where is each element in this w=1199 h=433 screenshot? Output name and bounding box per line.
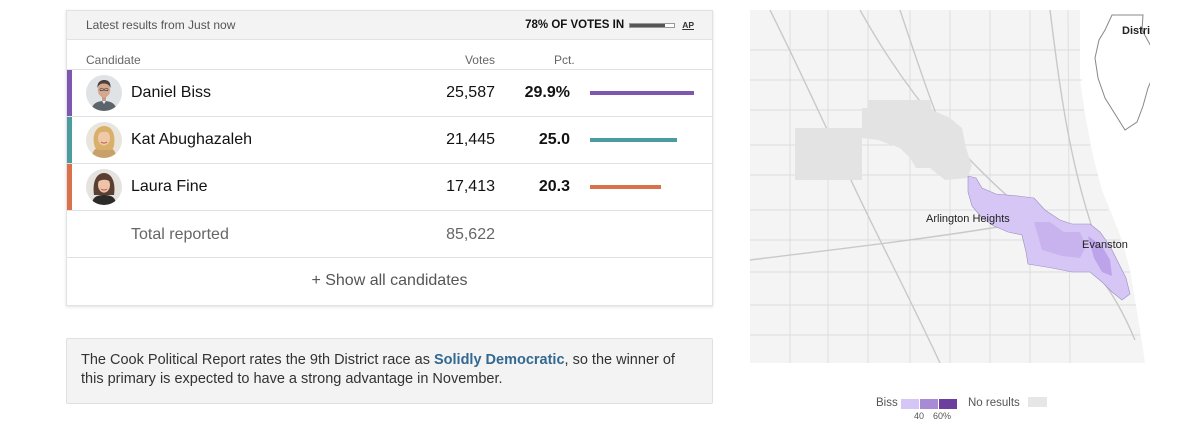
candidate-votes: 17,413: [446, 178, 495, 195]
column-headers: Candidate Votes Pct.: [67, 40, 712, 70]
last-updated: Latest results from Just now: [86, 18, 236, 32]
candidate-color-stripe: [67, 117, 72, 163]
candidate-row-fine: Laura Fine 17,413 20.3: [67, 164, 712, 211]
total-votes: 85,622: [446, 226, 495, 243]
candidate-name: Daniel Biss: [131, 84, 212, 101]
reporting-status: 78% OF VOTES IN AP: [525, 19, 694, 31]
pct-column-header: Pct.: [554, 53, 575, 67]
legend-swatch-dark: [939, 399, 957, 409]
votes-column-header: Votes: [464, 53, 495, 67]
results-table: Latest results from Just now 78% OF VOTE…: [66, 10, 713, 306]
results-header: Latest results from Just now 78% OF VOTE…: [67, 11, 712, 40]
candidate-color-stripe: [67, 70, 72, 116]
legend-swatch-light: [901, 399, 919, 409]
avatar: [86, 75, 122, 111]
legend-no-results-label: No results: [968, 397, 1047, 409]
candidate-pct: 25.0: [538, 131, 570, 148]
legend-candidate-label: Biss: [876, 397, 898, 409]
candidate-pct: 20.3: [538, 178, 570, 195]
total-label: Total reported: [131, 226, 229, 243]
note-text-after: , so the winner of this primary is expec…: [81, 352, 675, 387]
ap-source-link[interactable]: AP: [682, 20, 694, 30]
candidate-row-abughazaleh: Kat Abughazaleh 21,445 25.0: [67, 117, 712, 164]
candidate-pct: 29.9%: [524, 84, 570, 101]
legend-tick-60: 60%: [933, 411, 952, 421]
candidate-column-header: Candidate: [86, 53, 141, 67]
place-label-evanston: Evanston: [1082, 239, 1128, 251]
district-results-map: District 9 Arlington Heights Evanston: [750, 10, 1150, 363]
illinois-inset-map: [1094, 14, 1150, 131]
legend-swatch-no-results: [1027, 397, 1047, 407]
place-label-arlington-heights: Arlington Heights: [926, 213, 1010, 225]
avatar: [86, 122, 122, 158]
avatar: [86, 169, 122, 205]
candidate-row-biss: Daniel Biss 25,587 29.9%: [67, 70, 712, 117]
show-all-candidates-button[interactable]: + Show all candidates: [311, 272, 468, 289]
votes-in-label: 78% OF VOTES IN: [525, 19, 625, 31]
candidate-pct-bar: [590, 138, 677, 142]
reporting-progress-bar: [629, 22, 676, 28]
candidate-color-stripe: [67, 164, 72, 210]
solidly-democratic-link[interactable]: Solidly Democratic: [433, 352, 565, 368]
race-rating-note: The Cook Political Report rates the 9th …: [66, 338, 713, 404]
legend-swatch-mid: [920, 399, 938, 409]
candidate-votes: 21,445: [446, 131, 495, 148]
total-reported-row: Total reported 85,622: [67, 211, 712, 258]
candidate-pct-bar: [590, 185, 661, 189]
district-label: District 9: [1122, 25, 1150, 37]
candidate-name: Laura Fine: [131, 178, 208, 195]
legend-tick-40: 40: [914, 411, 925, 421]
candidate-name: Kat Abughazaleh: [131, 131, 252, 148]
note-text-before: The Cook Political Report rates the 9th …: [81, 352, 434, 368]
candidate-votes: 25,587: [446, 84, 495, 101]
candidate-pct-bar: [590, 91, 694, 95]
